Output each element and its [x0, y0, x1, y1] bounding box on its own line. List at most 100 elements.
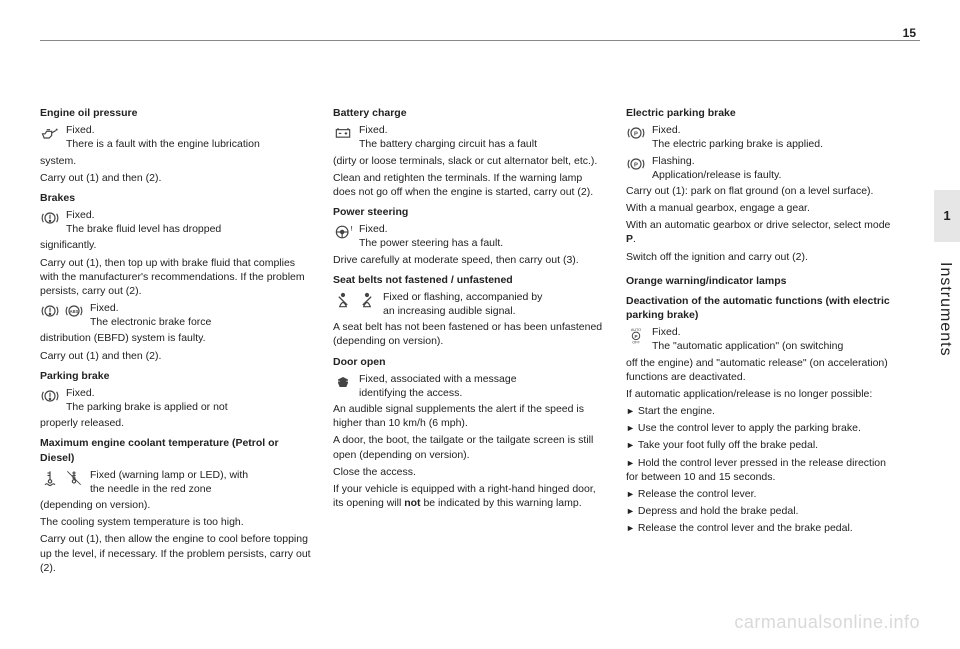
list-item: ►Use the control lever to apply the park… — [626, 421, 899, 435]
top-rule — [40, 40, 920, 41]
column-2: Battery charge Fixed. The battery chargi… — [333, 100, 606, 578]
row-parking: Fixed. The parking brake is applied or n… — [40, 386, 313, 414]
svg-text:OFF: OFF — [632, 341, 640, 345]
text: the needle in the red zone — [90, 483, 211, 495]
text: Fixed. — [652, 325, 899, 339]
electric-parking-brake-icon: P — [626, 154, 646, 174]
text: The power steering has a fault. — [359, 237, 503, 249]
svg-text:ABS: ABS — [70, 309, 79, 314]
heading-parking-brake: Parking brake — [40, 369, 313, 383]
column-1: Engine oil pressure Fixed. There is a fa… — [40, 100, 313, 578]
text: A seat belt has not been fastened or has… — [333, 320, 606, 348]
heading-coolant: Maximum engine coolant temperature (Petr… — [40, 436, 313, 464]
text: With an automatic gearbox or drive selec… — [626, 218, 899, 246]
column-3: Electric parking brake P Fixed. The elec… — [626, 100, 899, 578]
row-deactivation: AUTO P OFF Fixed. The "automatic applicati… — [626, 325, 899, 353]
row-brakes-b: ABS Fixed. The electronic brake force — [40, 301, 313, 329]
text: If automatic application/release is no l… — [626, 387, 899, 401]
text: Drive carefully at moderate speed, then … — [333, 253, 606, 267]
parking-brake-icon — [40, 386, 60, 406]
svg-text:P: P — [634, 162, 638, 168]
text: If your vehicle is equipped with a right… — [333, 482, 606, 510]
brake-warning-icon — [40, 301, 60, 321]
heading-steering: Power steering — [333, 205, 606, 219]
text: Fixed, associated with a message — [359, 372, 606, 386]
heading-door: Door open — [333, 355, 606, 369]
heading-battery: Battery charge — [333, 106, 606, 120]
text: A door, the boot, the tailgate or the ta… — [333, 433, 606, 461]
svg-text:!: ! — [351, 226, 353, 233]
heading-engine-oil: Engine oil pressure — [40, 106, 313, 120]
text: Clean and retighten the terminals. If th… — [333, 171, 606, 199]
heading-deactivation: Deactivation of the automatic functions … — [626, 294, 899, 322]
text: The parking brake is applied or not — [66, 401, 228, 413]
row-epb-b: P Flashing. Application/release is fault… — [626, 154, 899, 182]
text: Fixed or flashing, accompanied by — [383, 290, 606, 304]
section-number-tab: 1 — [934, 190, 960, 242]
text: (dirty or loose terminals, slack or cut … — [333, 154, 606, 168]
text: Fixed. — [359, 123, 606, 137]
text: The electronic brake force — [90, 316, 211, 328]
brake-warning-icon — [40, 208, 60, 228]
text: Fixed. — [90, 301, 313, 315]
page-number: 15 — [903, 26, 916, 40]
text: Carry out (1): park on flat ground (on a… — [626, 184, 899, 198]
text: identifying the access. — [359, 387, 462, 399]
list-item: ►Start the engine. — [626, 404, 899, 418]
list-item: ►Release the control lever. — [626, 487, 899, 501]
svg-text:P: P — [634, 334, 637, 339]
seatbelt-icon — [333, 290, 353, 310]
text: The cooling system temperature is too hi… — [40, 515, 313, 529]
text: Fixed. — [359, 222, 606, 236]
section-title-vertical: Instruments — [936, 262, 954, 357]
text: The battery charging circuit has a fault — [359, 138, 537, 150]
text: Fixed. — [652, 123, 899, 137]
text: Fixed. — [66, 123, 313, 137]
text: The "automatic application" (on switchin… — [652, 340, 843, 352]
text: significantly. — [40, 238, 313, 252]
abs-icon: ABS — [64, 301, 84, 321]
door-open-icon — [333, 372, 353, 392]
text: Application/release is faulty. — [652, 169, 781, 181]
coolant-temp-icon — [40, 468, 60, 488]
list-item: ►Depress and hold the brake pedal. — [626, 504, 899, 518]
text: Carry out (1), then top up with brake fl… — [40, 256, 313, 299]
text: Fixed (warning lamp or LED), with — [90, 468, 313, 482]
oil-can-icon — [40, 123, 60, 143]
text: Carry out (1), then allow the engine to … — [40, 532, 313, 575]
text: Fixed. — [66, 208, 313, 222]
coolant-temp-led-icon — [64, 468, 84, 488]
row-epb-a: P Fixed. The electric parking brake is a… — [626, 123, 899, 151]
text: Fixed. — [66, 386, 313, 400]
electric-parking-brake-icon: P — [626, 123, 646, 143]
text: properly released. — [40, 416, 313, 430]
text: Close the access. — [333, 465, 606, 479]
list-item: ►Hold the control lever pressed in the r… — [626, 456, 899, 484]
row-coolant: Fixed (warning lamp or LED), with the ne… — [40, 468, 313, 496]
row-steering: ! Fixed. The power steering has a fault. — [333, 222, 606, 250]
auto-p-off-icon: AUTO P OFF — [626, 325, 646, 345]
battery-icon — [333, 123, 353, 143]
text: An audible signal supplements the alert … — [333, 402, 606, 430]
text: off the engine) and "automatic release" … — [626, 356, 899, 384]
text: system. — [40, 154, 313, 168]
list-item: ►Release the control lever and the brake… — [626, 521, 899, 535]
content-columns: Engine oil pressure Fixed. There is a fa… — [40, 100, 900, 578]
heading-epb: Electric parking brake — [626, 106, 899, 120]
row-door: Fixed, associated with a message identif… — [333, 372, 606, 400]
row-engine-oil: Fixed. There is a fault with the engine … — [40, 123, 313, 151]
text: distribution (EBFD) system is faulty. — [40, 331, 313, 345]
heading-orange: Orange warning/indicator lamps — [626, 274, 899, 288]
watermark: carmanualsonline.info — [734, 612, 920, 633]
text: The electric parking brake is applied. — [652, 138, 823, 150]
text: (depending on version). — [40, 498, 313, 512]
svg-text:AUTO: AUTO — [631, 328, 641, 332]
list-item: ►Take your foot fully off the brake peda… — [626, 438, 899, 452]
row-battery: Fixed. The battery charging circuit has … — [333, 123, 606, 151]
text: With a manual gearbox, engage a gear. — [626, 201, 899, 215]
text: Carry out (1) and then (2). — [40, 349, 313, 363]
row-seatbelts: Fixed or flashing, accompanied by an inc… — [333, 290, 606, 318]
text: an increasing audible signal. — [383, 305, 516, 317]
heading-brakes: Brakes — [40, 191, 313, 205]
text: Flashing. — [652, 154, 899, 168]
